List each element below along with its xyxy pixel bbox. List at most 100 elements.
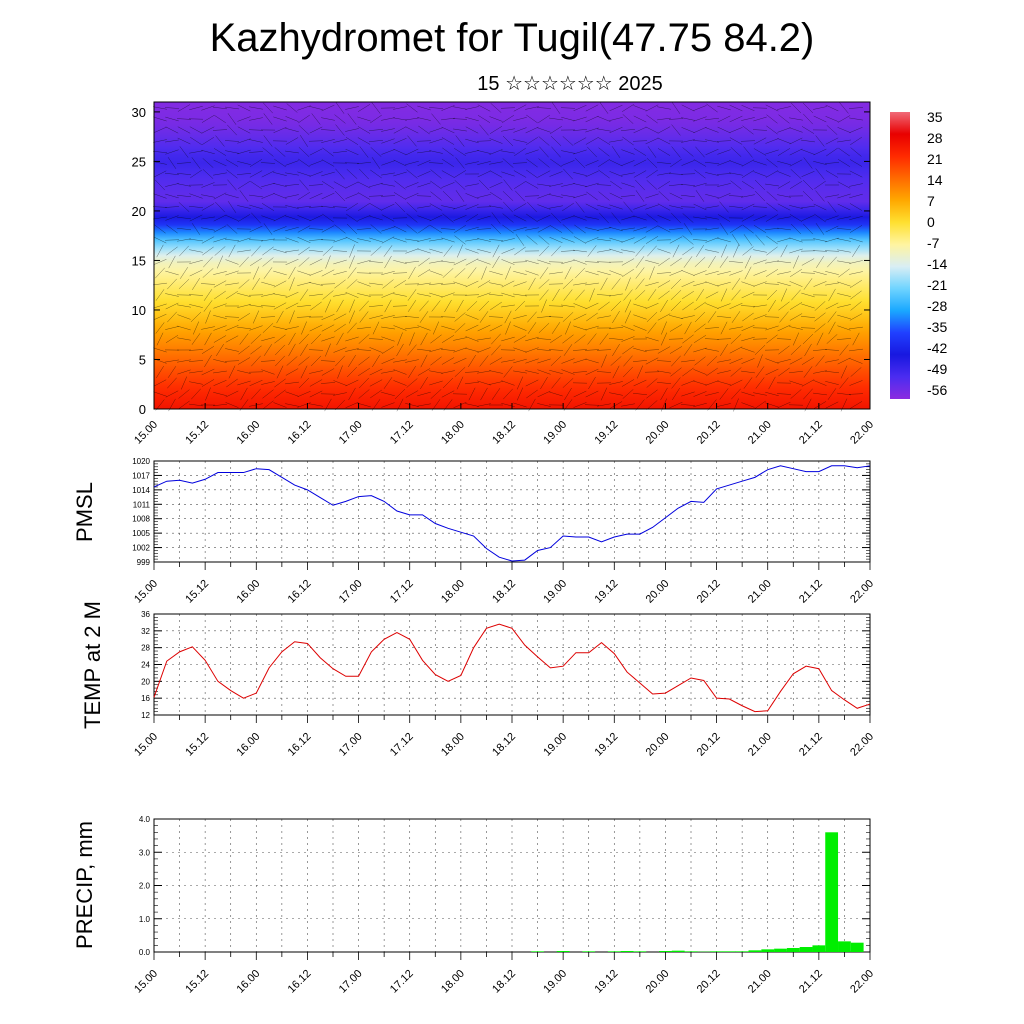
panel-x-tick-label: 18.12 xyxy=(490,731,518,759)
panel-x-tick-label: 17.00 xyxy=(337,731,365,759)
panel-y-axis-title: TEMP at 2 M xyxy=(80,601,105,729)
precip-bar xyxy=(812,945,826,952)
panel-x-tick-label: 20.12 xyxy=(695,968,723,996)
panel-x-tick-label: 16.00 xyxy=(234,578,262,606)
colorbar xyxy=(890,112,910,399)
precip-bar xyxy=(722,951,736,952)
panel-x-tick-label: 20.12 xyxy=(695,578,723,606)
precip-bar xyxy=(735,951,749,952)
panel-x-tick-label: 19.00 xyxy=(541,968,569,996)
precip-bar xyxy=(799,947,813,952)
heatmap-x-tick-label: 16.00 xyxy=(234,419,262,447)
panel-y-tick-label: 4.0 xyxy=(139,815,151,824)
heatmap-x-tick-label: 20.12 xyxy=(695,419,723,447)
colorbar-label: 28 xyxy=(927,130,943,146)
panel-y-tick-label: 0.0 xyxy=(139,948,151,957)
heatmap-x-tick-label: 17.12 xyxy=(388,419,416,447)
heatmap-x-tick-label: 18.00 xyxy=(439,419,467,447)
panel-y-tick-label: 3.0 xyxy=(139,848,151,857)
series-line xyxy=(153,465,871,562)
panel-y-tick-label: 1005 xyxy=(132,529,150,538)
panel-x-tick-label: 20.00 xyxy=(644,578,672,606)
chart-title: Kazhydromet for Tugil(47.75 84.2) xyxy=(209,16,815,60)
panel-x-tick-label: 21.00 xyxy=(746,731,774,759)
panel-x-tick-label: 19.00 xyxy=(541,578,569,606)
panel-x-tick-label: 18.00 xyxy=(439,731,467,759)
panel-x-tick-label: 15.00 xyxy=(132,731,160,759)
heatmap-y-tick-label: 10 xyxy=(132,303,146,318)
precip-bar xyxy=(531,951,544,952)
panel-x-tick-label: 15.00 xyxy=(132,578,160,606)
heatmap-x-tick-label: 19.00 xyxy=(541,419,569,447)
panel-x-tick-label: 18.00 xyxy=(439,968,467,996)
precip-bar xyxy=(607,951,621,952)
panel-y-tick-label: 32 xyxy=(141,627,150,636)
heatmap-x-tick-label: 20.00 xyxy=(644,419,672,447)
panel-y-tick-label: 1020 xyxy=(132,457,150,466)
panel-x-tick-label: 16.00 xyxy=(234,968,262,996)
colorbar-label: -35 xyxy=(927,319,947,335)
panel-x-tick-label: 21.00 xyxy=(746,968,774,996)
panel-y-tick-label: 12 xyxy=(141,711,150,720)
panel-x-tick-label: 21.00 xyxy=(746,578,774,606)
colorbar-label: -7 xyxy=(927,235,940,251)
panel-y-tick-label: 1002 xyxy=(132,544,150,553)
colorbar-label: 7 xyxy=(927,193,935,209)
panel-x-tick-label: 19.12 xyxy=(592,578,620,606)
panel-y-tick-label: 1014 xyxy=(132,486,150,495)
colorbar-label: -49 xyxy=(927,361,947,377)
panel-x-tick-label: 16.12 xyxy=(286,968,314,996)
heatmap-x-tick-label: 19.12 xyxy=(592,419,620,447)
panel-y-tick-label: 24 xyxy=(141,661,150,670)
panel-y-tick-label: 2.0 xyxy=(139,882,151,891)
colorbar-label: -28 xyxy=(927,298,947,314)
colorbar-label: 0 xyxy=(927,214,935,230)
panel-x-tick-label: 16.12 xyxy=(286,731,314,759)
panel-x-tick-label: 20.12 xyxy=(695,731,723,759)
colorbar-label: -21 xyxy=(927,277,947,293)
panel-x-tick-label: 20.00 xyxy=(644,731,672,759)
heatmap-y-tick-label: 15 xyxy=(132,253,146,268)
panel-y-tick-label: 1.0 xyxy=(139,915,151,924)
panel-x-tick-label: 18.00 xyxy=(439,578,467,606)
panel-x-tick-label: 20.00 xyxy=(644,968,672,996)
panel-x-tick-label: 18.12 xyxy=(490,578,518,606)
colorbar-label: 21 xyxy=(927,151,943,167)
panel-y-tick-label: 20 xyxy=(141,677,150,686)
wind-barbs xyxy=(152,102,864,412)
heatmap-x-tick-label: 18.12 xyxy=(490,419,518,447)
heatmap-y-tick-label: 30 xyxy=(132,105,146,120)
precip-bar xyxy=(633,951,647,952)
colorbar-label: -42 xyxy=(927,340,947,356)
panel-x-tick-label: 15.12 xyxy=(183,968,211,996)
colorbar-label: -56 xyxy=(927,382,947,398)
precip-bar xyxy=(748,950,762,952)
series-line xyxy=(153,623,871,713)
panel-y-tick-label: 28 xyxy=(141,644,150,653)
precip-bar xyxy=(838,941,851,952)
heatmap-y-tick-label: 25 xyxy=(132,154,146,169)
panel-x-tick-label: 17.12 xyxy=(388,968,416,996)
precip-bar xyxy=(684,951,698,952)
heatmap-x-tick-label: 21.12 xyxy=(797,419,825,447)
precip-bar xyxy=(774,948,787,952)
panel-x-tick-label: 21.12 xyxy=(797,968,825,996)
precip-bar xyxy=(710,951,723,952)
colorbar-label: -14 xyxy=(927,256,947,272)
colorbar-label: 35 xyxy=(927,109,943,125)
panel-x-tick-label: 17.00 xyxy=(337,578,365,606)
heatmap-x-tick-label: 16.12 xyxy=(286,419,314,447)
panel-grid xyxy=(153,613,871,716)
precip-bar xyxy=(671,950,685,952)
heatmap-y-tick-label: 20 xyxy=(132,204,146,219)
panel-y-axis-title: PRECIP, mm xyxy=(72,821,97,949)
panel-grid xyxy=(153,460,871,563)
panel-y-tick-label: 1008 xyxy=(132,515,150,524)
temperature-field xyxy=(154,102,870,409)
precip-bar xyxy=(825,832,839,952)
panel-x-tick-label: 19.12 xyxy=(592,968,620,996)
panel-y-tick-label: 1017 xyxy=(132,471,150,480)
heatmap-x-tick-label: 22.00 xyxy=(848,419,876,447)
panel-x-tick-label: 17.12 xyxy=(388,578,416,606)
precip-bar xyxy=(761,949,775,952)
